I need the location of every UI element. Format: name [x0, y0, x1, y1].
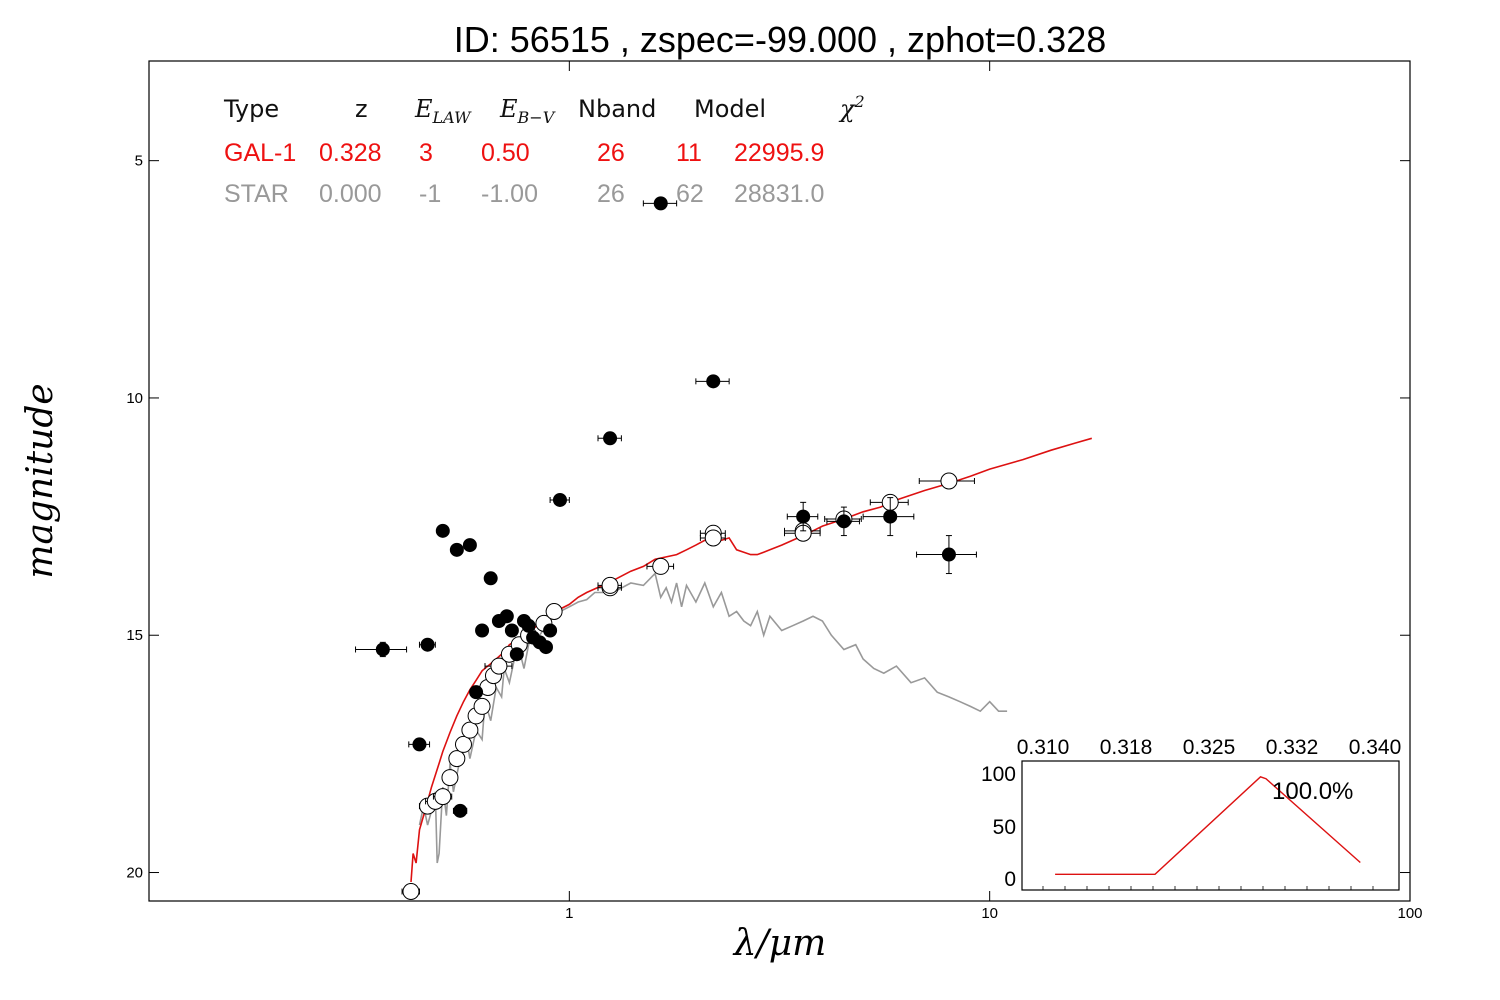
series-line-gal-1: [410, 437, 1093, 883]
observed-point: [521, 618, 536, 633]
observed-point: [836, 514, 851, 529]
inset-y-tick-label: 50: [993, 816, 1016, 839]
inset-layer: 0.310 0.318 0.325 0.332 0.340 0 50 100: [981, 736, 1401, 891]
header-model: Model: [694, 95, 766, 123]
info-table-cell: -1: [419, 180, 441, 208]
info-table-cell: 0.000: [319, 180, 382, 208]
observed-point: [469, 685, 484, 700]
pdf-inset: 0.310 0.318 0.325 0.332 0.340 0 50 100 100.0%: [981, 736, 1401, 891]
y-tick-label: 20: [126, 865, 143, 882]
chart-title: ID: 56515 , zspec=-99.000 , zphot=0.328: [454, 19, 1106, 60]
observed-point: [796, 509, 811, 524]
observed-point: [499, 609, 514, 624]
model-point: [473, 697, 491, 715]
series-layer: [355, 196, 1093, 901]
y-tick-label: 5: [135, 153, 143, 170]
info-table-cell: 26: [597, 180, 625, 208]
observed-point: [883, 509, 898, 524]
observed-point: [941, 547, 956, 562]
observed-point: [475, 623, 490, 638]
fit-info-table: Type z ELAW EB−V Nband Model χ2 GAL-1 0.3…: [223, 92, 865, 208]
inset-peak-label: 100.0%: [1272, 778, 1353, 805]
model-point: [704, 529, 722, 547]
observed-point: [435, 523, 450, 538]
x-tick-label: 100: [1397, 905, 1422, 922]
model-point: [652, 557, 670, 575]
model-point: [454, 735, 472, 753]
model-point: [490, 657, 508, 675]
info-table-cell: -1.00: [481, 180, 538, 208]
info-table-cell: 3: [419, 139, 433, 167]
model-point: [940, 472, 958, 490]
model-point: [402, 883, 420, 901]
model-point: [461, 721, 479, 739]
observed-point: [462, 538, 477, 553]
info-table-cell: 0.328: [319, 139, 382, 167]
info-table-cell: 0.50: [481, 139, 530, 167]
inset-pdf-line: [1055, 776, 1361, 875]
observed-point: [420, 637, 435, 652]
observed-point: [653, 196, 668, 211]
info-table-cell: 26: [597, 139, 625, 167]
x-tick-label: 1: [565, 905, 573, 922]
info-table-cell: 11: [676, 139, 702, 167]
info-table-cell: 22995.9: [734, 139, 824, 167]
header-z: z: [355, 95, 368, 123]
info-table-cell: 28831.0: [734, 180, 824, 208]
series-line-star: [418, 571, 1008, 864]
inset-x-tick-label: 0.310: [1017, 736, 1070, 759]
model-point: [601, 576, 619, 594]
model-point: [441, 769, 459, 787]
y-axis-label: magnitude: [20, 383, 61, 578]
header-type: Type: [223, 95, 279, 123]
inset-y-tick-label: 100: [981, 763, 1016, 786]
model-point: [448, 750, 466, 768]
inset-x-tick-label: 0.325: [1183, 736, 1236, 759]
observed-point: [504, 623, 519, 638]
y-tick-label: 15: [126, 627, 143, 644]
info-table-cell: GAL-1: [224, 139, 296, 167]
model-point: [434, 788, 452, 806]
inset-x-tick-label: 0.332: [1266, 736, 1319, 759]
observed-point: [552, 492, 567, 507]
inset-frame: [1021, 760, 1400, 891]
observed-point: [603, 431, 618, 446]
info-table-cell: 62: [676, 180, 704, 208]
y-tick-label: 10: [126, 390, 143, 407]
observed-point: [543, 623, 558, 638]
observed-point: [509, 647, 524, 662]
observed-point: [483, 571, 498, 586]
info-table-cell: STAR: [224, 180, 289, 208]
model-point: [545, 603, 563, 621]
observed-point: [706, 374, 721, 389]
observed-point: [449, 542, 464, 557]
x-tick-label: 10: [981, 905, 998, 922]
x-axis-label: λ/μm: [732, 923, 826, 964]
observed-point: [375, 642, 390, 657]
inset-y-tick-label: 0: [1004, 868, 1016, 891]
inset-x-tick-label: 0.318: [1100, 736, 1153, 759]
observed-point: [453, 803, 468, 818]
inset-x-tick-label: 0.340: [1349, 736, 1402, 759]
observed-point: [412, 737, 427, 752]
observed-point: [538, 640, 553, 655]
header-nband: Nband: [578, 95, 656, 123]
